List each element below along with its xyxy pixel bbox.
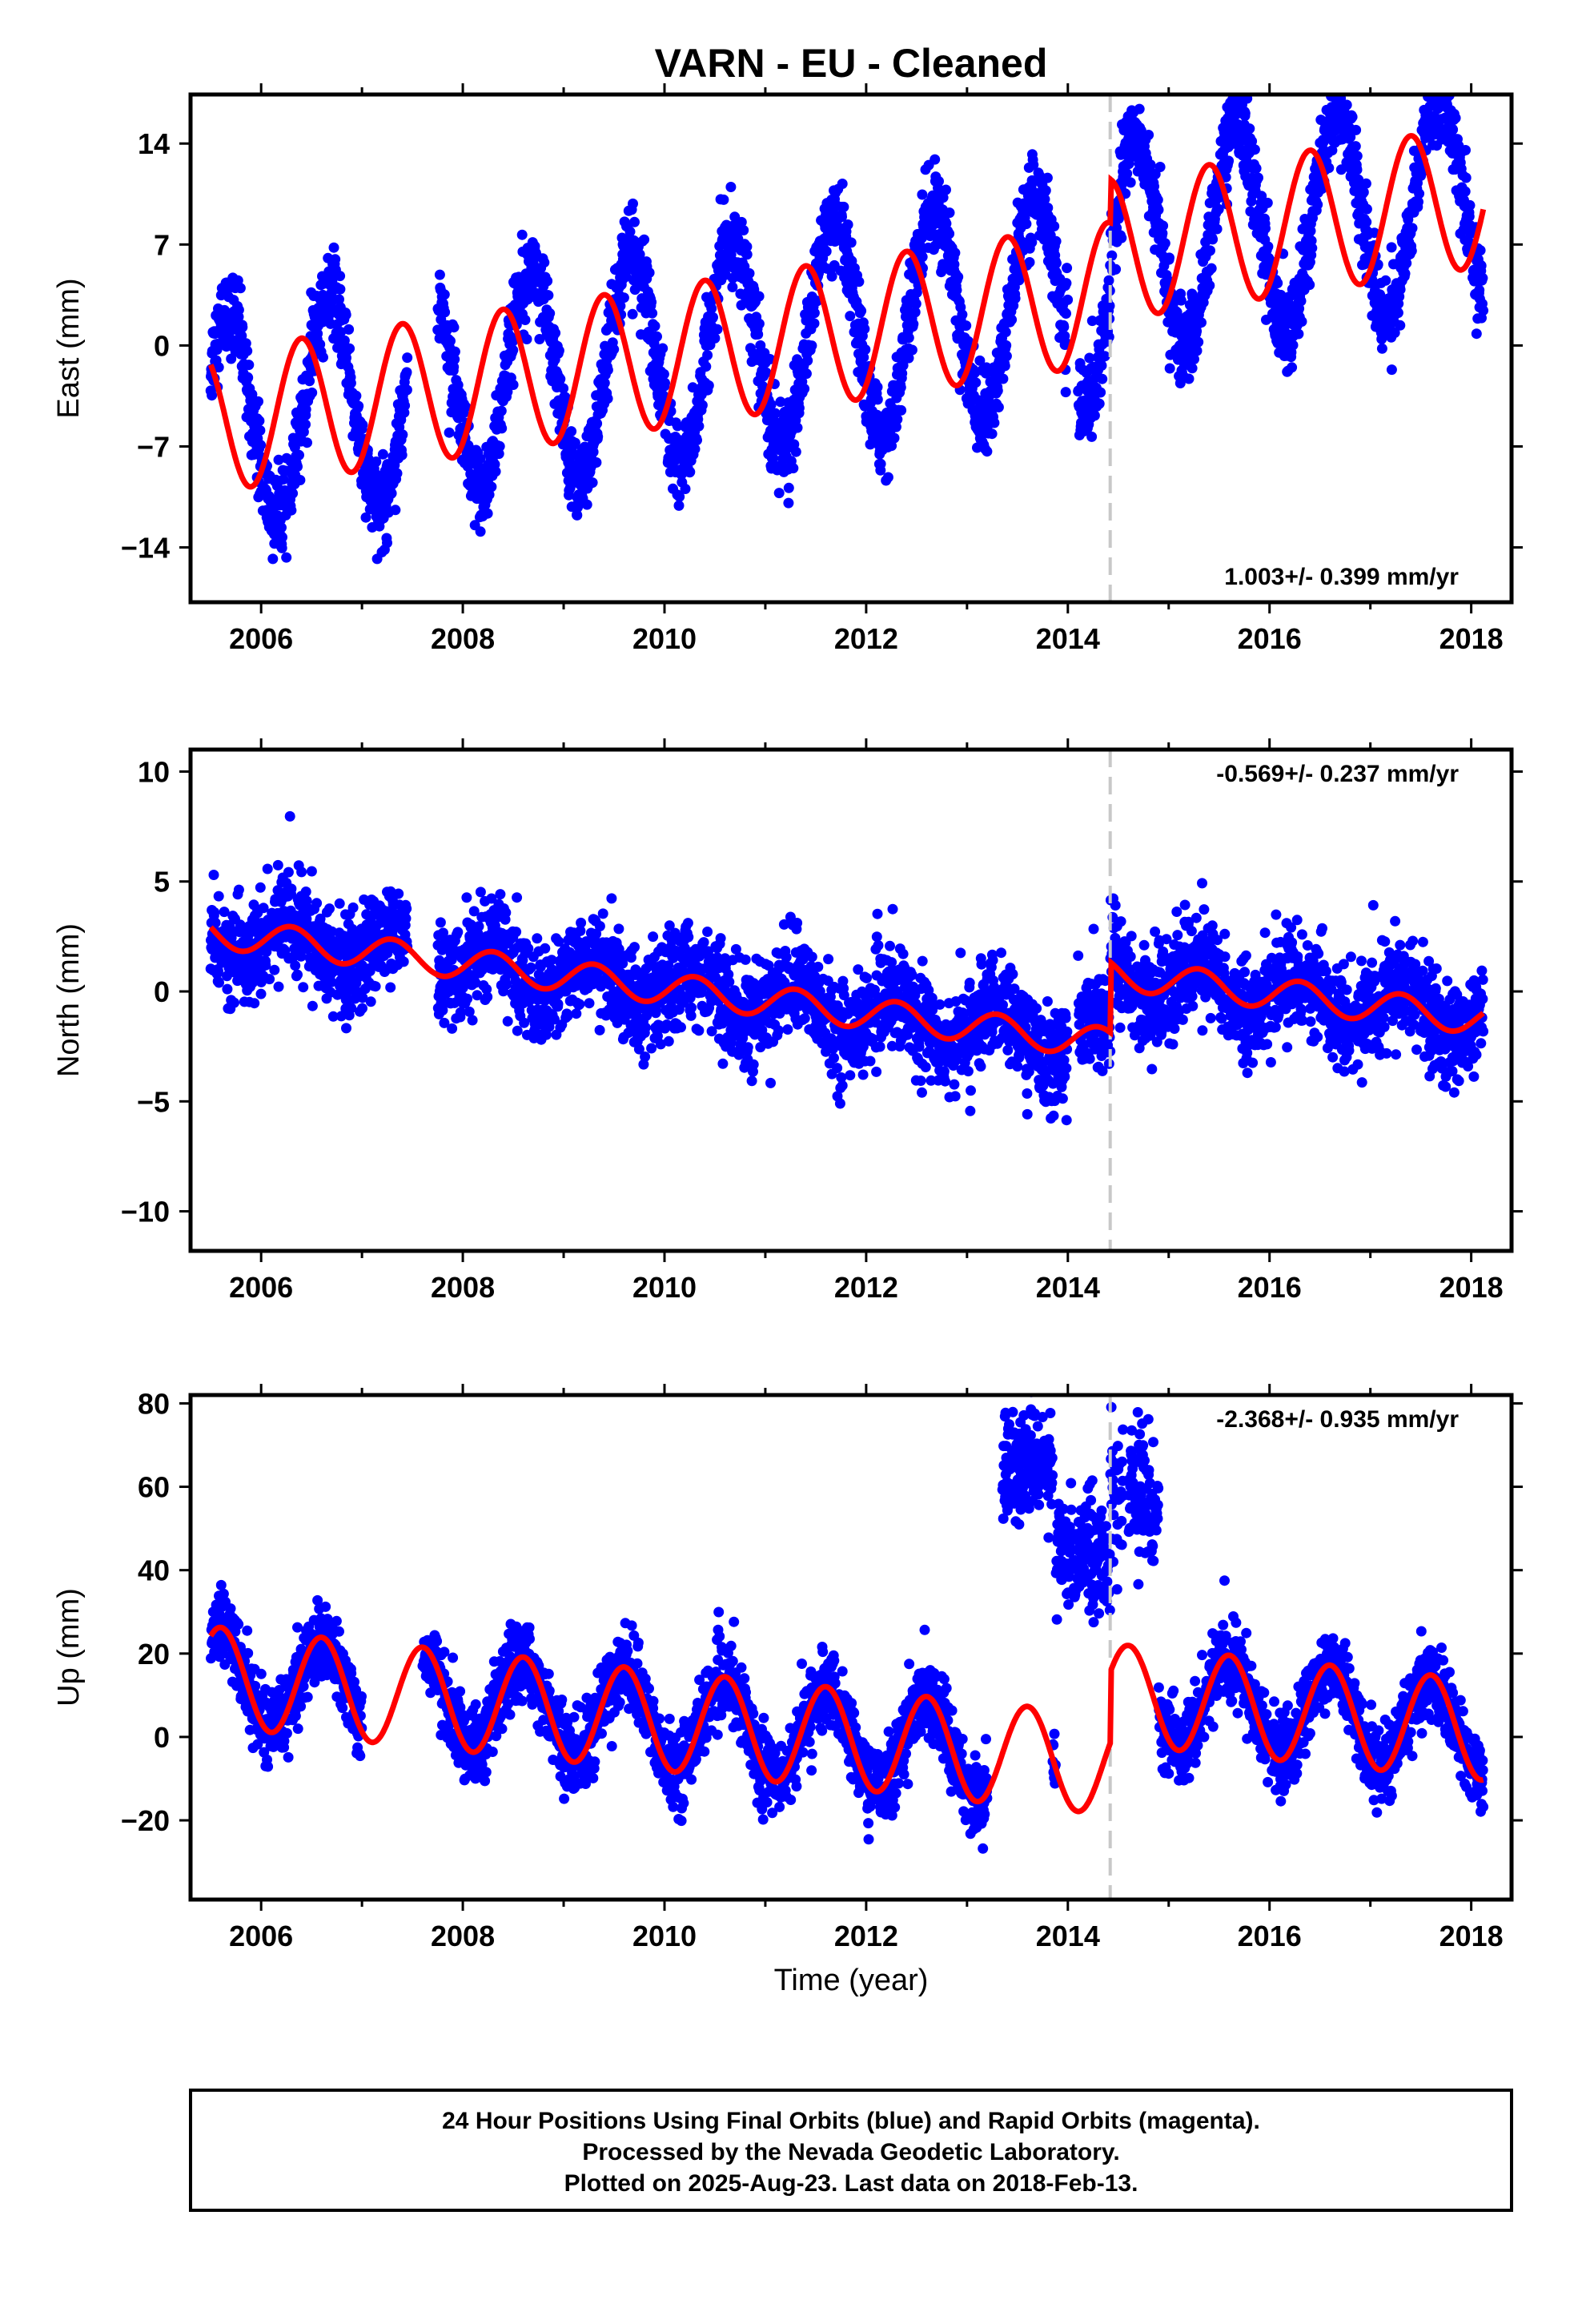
x-tick-label: 2016 [1238, 622, 1302, 655]
y-tick-label: 20 [138, 1638, 170, 1671]
y-tick-label: 5 [154, 866, 170, 899]
x-tick-label: 2008 [431, 1271, 495, 1304]
model-curve [208, 923, 1485, 1055]
y-tick-label: 60 [138, 1471, 170, 1504]
y-tick-label: −14 [121, 532, 170, 565]
x-tick-label: 2010 [632, 622, 697, 655]
x-tick-label: 2006 [229, 1271, 293, 1304]
y-axis-label: Up (mm) [52, 1588, 86, 1707]
plot-area [205, 94, 1489, 602]
x-tick-label: 2014 [1036, 622, 1100, 655]
plot-area [205, 750, 1489, 1251]
x-tick-label: 2018 [1439, 1920, 1504, 1952]
y-tick-label: 0 [154, 329, 170, 362]
footer-line-1: 24 Hour Positions Using Final Orbits (bl… [442, 2108, 1260, 2134]
model-curve [208, 1624, 1484, 1815]
model-curve [207, 133, 1487, 490]
y-tick-label: −10 [121, 1196, 170, 1228]
footer-line-3: Plotted on 2025-Aug-23. Last data on 201… [564, 2170, 1138, 2197]
x-tick-label: 2016 [1238, 1920, 1302, 1952]
y-tick-label: 80 [138, 1387, 170, 1420]
panel-frame [188, 747, 1514, 1253]
x-tick-label: 2006 [229, 622, 293, 655]
velocity-label: 1.003+/- 0.399 mm/yr [1224, 564, 1459, 590]
x-tick-label: 2014 [1036, 1920, 1100, 1952]
y-tick-label: 0 [154, 975, 170, 1008]
x-axis-label: Time (year) [774, 1964, 929, 1997]
x-tick-label: 2010 [632, 1920, 697, 1952]
y-tick-label: 7 [154, 228, 170, 261]
y-tick-label: −5 [137, 1085, 170, 1118]
y-axis-label: East (mm) [52, 278, 86, 418]
y-tick-label: −7 [137, 430, 170, 463]
panel-north: −10 −5 0 5 10 2006 2008 2010 2012 2014 2016 2018 Nor… [52, 738, 1523, 1304]
observation-points [205, 810, 1489, 1126]
velocity-label: -2.368+/- 0.935 mm/yr [1216, 1406, 1459, 1433]
x-tick-label: 2012 [834, 622, 898, 655]
observation-points [206, 1395, 1489, 1854]
x-tick-label: 2008 [431, 1920, 495, 1952]
velocity-label: -0.569+/- 0.237 mm/yr [1216, 761, 1459, 787]
panel-frame [188, 92, 1514, 605]
axis-ticks [179, 738, 1523, 1262]
x-tick-label: 2016 [1238, 1271, 1302, 1304]
x-tick-label: 2010 [632, 1271, 697, 1304]
panel-frame [188, 1393, 1514, 1902]
x-tick-label: 2014 [1036, 1271, 1100, 1304]
x-tick-label: 2018 [1439, 1271, 1504, 1304]
x-tick-label: 2012 [834, 1920, 898, 1952]
x-tick-label: 2008 [431, 622, 495, 655]
y-tick-label: 14 [138, 127, 170, 160]
panel-up: −20 0 20 40 60 80 2006 2008 2010 2012 2014 2016 2018… [52, 1384, 1523, 1952]
x-tick-label: 2006 [229, 1920, 293, 1952]
x-tick-label: 2018 [1439, 622, 1504, 655]
footer-box: 24 Hour Positions Using Final Orbits (bl… [189, 2089, 1513, 2212]
y-axis-label: North (mm) [52, 923, 86, 1077]
observation-points [205, 94, 1489, 565]
y-tick-label: 0 [154, 1721, 170, 1754]
panel-east: −14 −7 0 7 14 2006 2008 2010 2012 2014 2016 2018 Eas… [52, 83, 1523, 655]
footer-line-2: Processed by the Nevada Geodetic Laborat… [582, 2139, 1119, 2165]
x-tick-label: 2012 [834, 1271, 898, 1304]
figure-title: VARN - EU - Cleaned [655, 41, 1048, 86]
plot-area [206, 1395, 1489, 1900]
y-tick-label: −20 [121, 1804, 170, 1837]
y-tick-label: 40 [138, 1554, 170, 1587]
y-tick-label: 10 [138, 755, 170, 788]
